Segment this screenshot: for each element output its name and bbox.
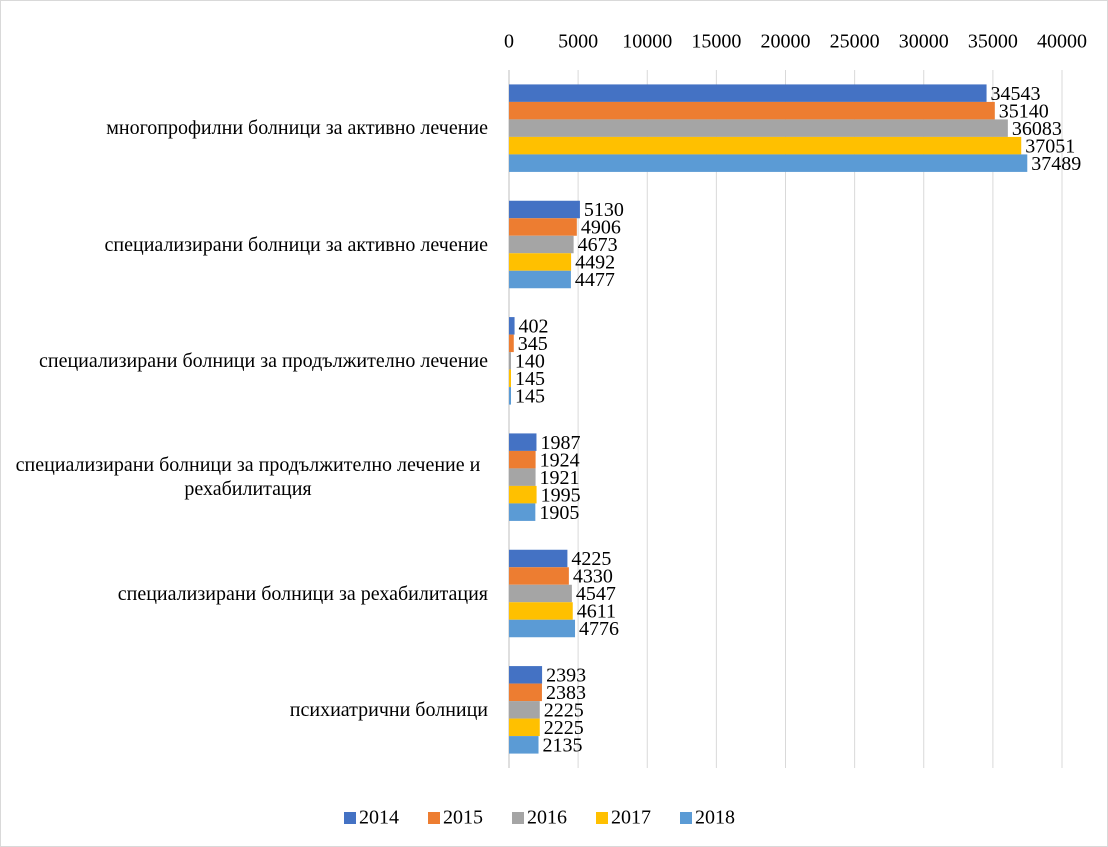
data-label: 2225 [544,699,584,721]
data-label: 4611 [577,601,616,623]
bar [509,369,512,388]
bar [509,235,574,254]
data-label: 4225 [571,548,611,570]
bar [509,503,536,521]
bar [509,450,536,469]
data-label: 1995 [541,484,581,506]
bar [509,387,512,405]
data-label: 4906 [581,217,621,239]
legend-label: 2017 [611,807,651,829]
bar [509,119,1008,137]
data-label: 37489 [1031,153,1081,175]
bar [509,352,511,370]
data-label: 2225 [544,717,584,739]
bar [509,334,514,353]
data-label: 5130 [584,199,624,221]
bar [509,701,540,719]
bar [509,584,572,603]
bar [509,101,995,120]
legend-label: 2015 [443,807,483,829]
data-label: 1905 [539,502,579,524]
data-label: 1987 [540,432,580,454]
bar [509,154,1028,172]
bar [509,433,537,451]
bar [509,666,543,684]
bar [509,619,576,638]
data-label: 34543 [991,83,1041,105]
category-label: психиатрични болници [289,698,488,721]
data-label: 4477 [575,269,615,291]
category-label: многопрофилни болници за активно лечение [106,117,488,140]
bar [509,136,1022,155]
bar [509,549,568,568]
data-label: 4673 [578,234,618,256]
bar [509,200,580,219]
data-label: 2135 [543,734,583,756]
bar [509,683,542,702]
category-label: специализирани болници за продължително … [39,349,488,372]
bar [509,485,537,504]
x-tick-label: 25000 [830,31,880,53]
x-tick-label: 15000 [691,31,741,53]
data-label: 140 [515,350,545,372]
data-label: 4492 [575,252,615,274]
data-label: 145 [515,368,545,390]
bar [509,218,577,236]
category-label: специализирани болници за активно лечени… [104,233,488,256]
x-tick-label: 40000 [1037,31,1087,53]
x-tick-label: 5000 [558,31,598,53]
x-tick-label: 10000 [622,31,672,53]
legend-label: 2016 [527,807,567,829]
bar [509,718,540,737]
x-tick-label: 35000 [968,31,1018,53]
x-tick-label: 20000 [761,31,811,53]
bar [509,736,539,754]
data-label: 37051 [1025,135,1075,157]
data-label: 4547 [576,583,616,605]
bar [509,317,515,335]
bar [509,84,987,102]
x-tick-label: 0 [504,31,514,53]
bar [509,270,571,289]
legend-swatch [680,812,692,824]
data-label: 1921 [540,467,580,489]
bar [509,253,572,271]
data-label: 1924 [540,449,580,471]
data-label: 4776 [579,618,619,640]
bar [509,602,573,620]
legend-label: 2018 [695,807,735,829]
data-label: 2393 [546,664,586,686]
data-label: 345 [518,333,548,355]
data-label: 4330 [573,566,613,588]
data-label: 145 [515,385,545,407]
legend-label: 2014 [359,807,399,829]
bar [509,567,569,585]
legend-swatch [512,812,524,824]
x-tick-label: 30000 [899,31,949,53]
data-label: 36083 [1012,118,1062,140]
category-label: специализирани болници за рехабилитация [117,582,488,605]
data-label: 402 [519,315,549,337]
legend-swatch [344,812,356,824]
category-label: специализирани болници за продължително … [15,454,481,501]
data-label: 2383 [546,682,586,704]
legend-swatch [428,812,440,824]
legend-swatch [596,812,608,824]
bar [509,468,536,486]
data-label: 35140 [999,100,1049,122]
